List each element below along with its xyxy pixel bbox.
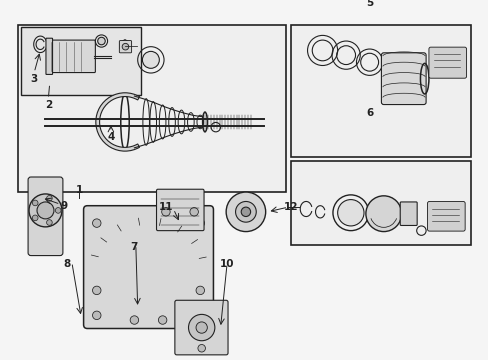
- FancyBboxPatch shape: [156, 189, 203, 231]
- FancyBboxPatch shape: [83, 206, 213, 329]
- Bar: [18, 24, 286, 192]
- Circle shape: [92, 219, 101, 228]
- Bar: [290, 24, 470, 157]
- Circle shape: [55, 208, 61, 213]
- Text: 7: 7: [130, 242, 138, 252]
- FancyBboxPatch shape: [428, 47, 466, 78]
- Text: 3: 3: [31, 74, 38, 84]
- Circle shape: [196, 322, 207, 333]
- Circle shape: [235, 202, 256, 222]
- Text: 5: 5: [366, 0, 372, 8]
- FancyBboxPatch shape: [49, 40, 95, 73]
- Bar: [290, 162, 470, 245]
- FancyBboxPatch shape: [28, 177, 63, 256]
- Circle shape: [92, 286, 101, 294]
- Text: 10: 10: [220, 258, 234, 269]
- Circle shape: [188, 314, 214, 341]
- Circle shape: [32, 215, 38, 221]
- Text: 1: 1: [76, 185, 83, 195]
- Circle shape: [46, 220, 52, 225]
- FancyBboxPatch shape: [175, 300, 227, 355]
- FancyBboxPatch shape: [427, 202, 464, 231]
- Circle shape: [92, 311, 101, 320]
- Circle shape: [158, 316, 166, 324]
- Circle shape: [196, 219, 204, 228]
- Circle shape: [162, 208, 170, 216]
- Circle shape: [29, 194, 62, 227]
- Circle shape: [37, 202, 54, 219]
- Circle shape: [142, 51, 159, 68]
- Circle shape: [365, 196, 401, 231]
- Circle shape: [337, 199, 363, 226]
- Text: 9: 9: [60, 201, 67, 211]
- Text: 12: 12: [283, 202, 298, 212]
- Circle shape: [225, 192, 265, 231]
- Circle shape: [98, 37, 105, 45]
- FancyBboxPatch shape: [399, 202, 416, 225]
- Text: 6: 6: [366, 108, 372, 118]
- Circle shape: [189, 208, 198, 216]
- Circle shape: [46, 195, 52, 201]
- Bar: [21, 27, 141, 95]
- FancyBboxPatch shape: [119, 41, 131, 53]
- Text: 11: 11: [158, 202, 173, 212]
- FancyBboxPatch shape: [381, 53, 425, 104]
- Circle shape: [32, 200, 38, 206]
- Wedge shape: [96, 93, 139, 151]
- Text: 4: 4: [107, 131, 114, 141]
- Circle shape: [241, 207, 250, 216]
- Circle shape: [122, 44, 128, 50]
- Circle shape: [196, 286, 204, 294]
- Circle shape: [130, 316, 139, 324]
- Text: 2: 2: [44, 100, 52, 111]
- Circle shape: [196, 311, 204, 320]
- Text: 8: 8: [63, 258, 71, 269]
- FancyBboxPatch shape: [46, 38, 52, 75]
- Circle shape: [198, 345, 205, 352]
